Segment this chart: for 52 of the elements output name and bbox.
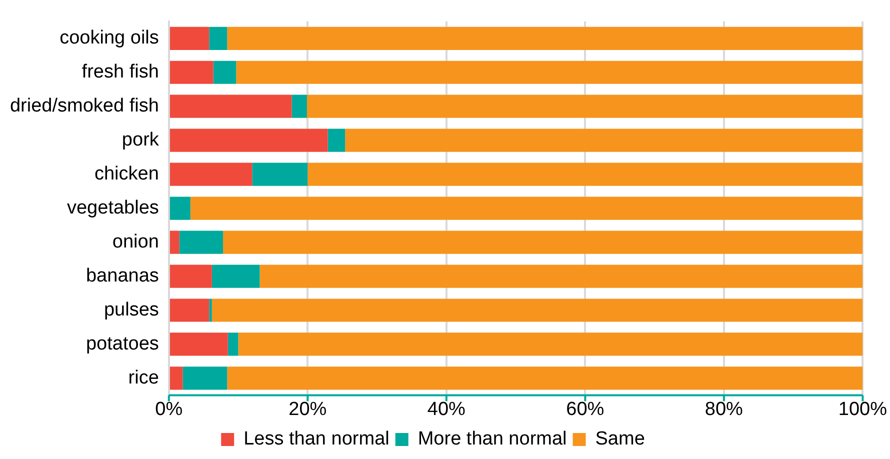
- bar: [170, 162, 252, 186]
- bar: [209, 298, 212, 322]
- x-tick-label: 20%: [288, 398, 327, 420]
- bar: [170, 332, 228, 356]
- bar: [170, 264, 212, 288]
- x-tick-label: 100%: [838, 398, 888, 420]
- bar: [170, 60, 214, 84]
- bar: [182, 366, 228, 390]
- y-tick-label: onion: [112, 232, 159, 253]
- y-tick-label: rice: [128, 367, 159, 388]
- y-tick-label: dried/smoked fish: [10, 96, 159, 117]
- bar: [238, 332, 863, 356]
- bar: [308, 162, 863, 186]
- bar: [223, 230, 863, 254]
- bar: [252, 162, 308, 186]
- y-tick-label: fresh fish: [82, 62, 159, 83]
- y-tick-label: vegetables: [66, 198, 159, 219]
- x-tick-label: 0%: [155, 398, 183, 420]
- y-tick-label: bananas: [86, 266, 159, 286]
- bar: [179, 230, 224, 254]
- x-tick-label: 40%: [427, 398, 466, 420]
- bar: [170, 230, 180, 254]
- bar: [228, 332, 238, 356]
- bar: [236, 60, 863, 84]
- bar: [170, 196, 190, 220]
- bar: [170, 298, 210, 322]
- x-tick-label: 80%: [704, 398, 744, 420]
- bar: [190, 196, 863, 220]
- bar: [170, 94, 292, 118]
- bar: [212, 264, 260, 288]
- bar: [213, 60, 236, 84]
- bar: [227, 26, 863, 50]
- bar: [227, 366, 863, 390]
- bar: [170, 128, 328, 152]
- bar: [345, 128, 863, 152]
- bar: [209, 26, 228, 50]
- legend-label: More than normal: [418, 428, 567, 450]
- y-tick-label: chicken: [94, 164, 159, 185]
- bar: [292, 94, 307, 118]
- y-tick-label: pulses: [104, 299, 159, 320]
- x-tick-label: 60%: [566, 398, 604, 420]
- bar: [170, 26, 210, 50]
- bar: [260, 264, 863, 288]
- legend-label: Less than normal: [244, 428, 390, 450]
- legend-label: Same: [595, 428, 645, 450]
- bar: [306, 94, 863, 118]
- y-tick-label: pork: [122, 130, 160, 151]
- bar: [170, 366, 183, 390]
- bar: [328, 128, 346, 152]
- y-tick-label: potatoes: [86, 333, 159, 354]
- bar: [212, 298, 863, 322]
- y-tick-label: cooking oils: [60, 28, 159, 49]
